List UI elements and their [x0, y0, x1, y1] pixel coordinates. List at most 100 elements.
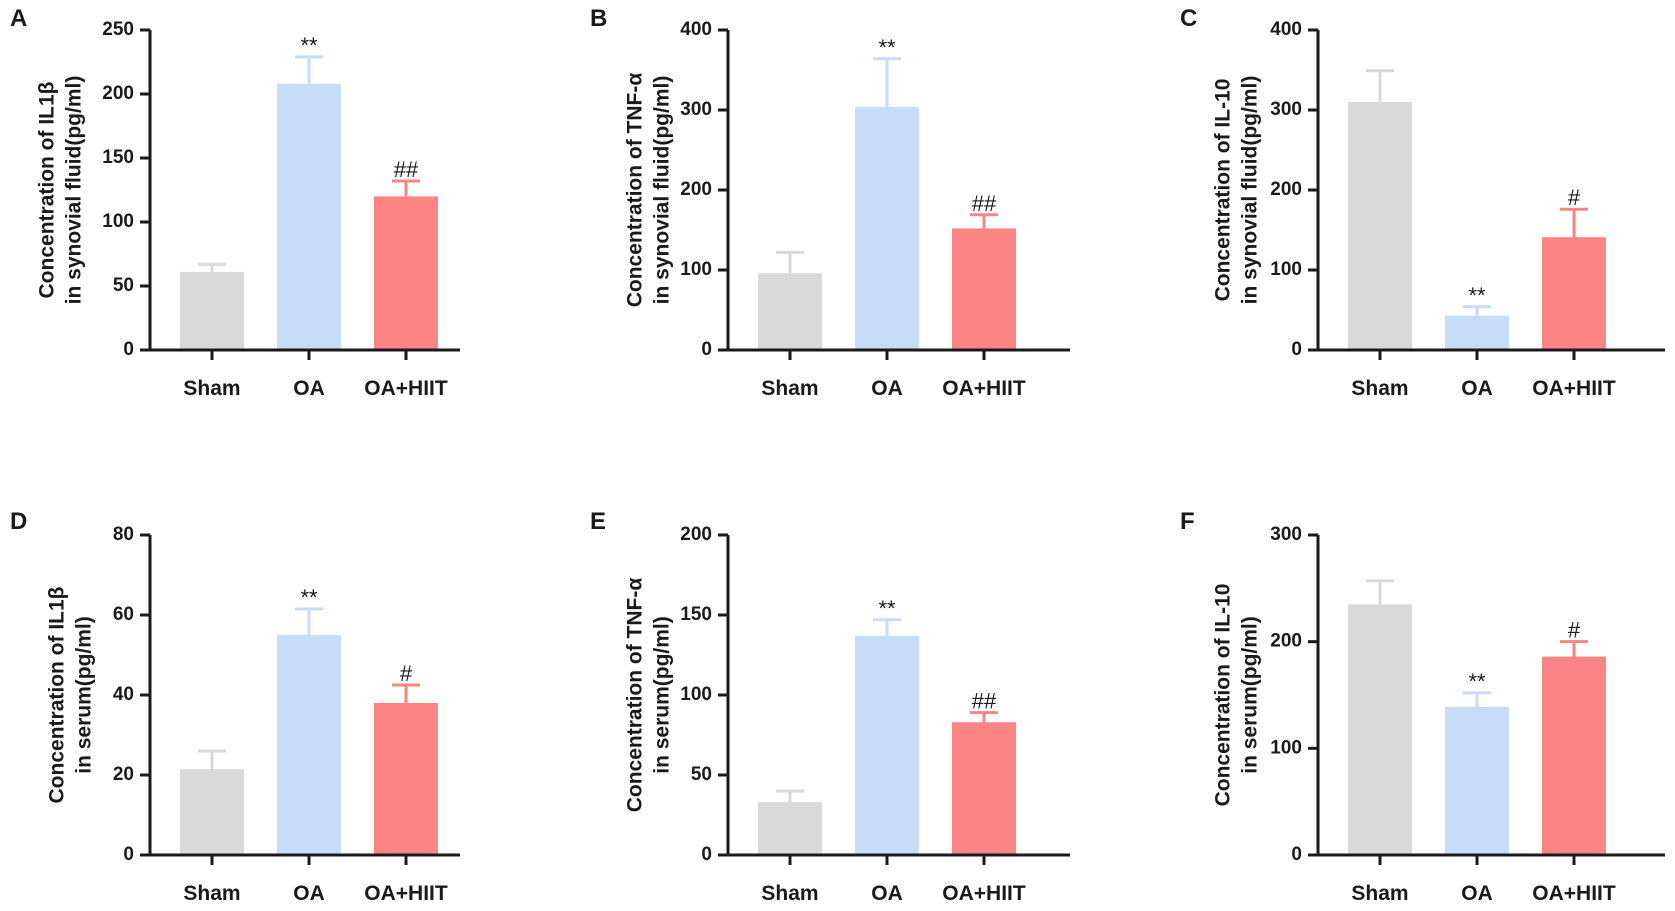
- bar-sham: [180, 769, 244, 855]
- bar-sham: [758, 802, 822, 855]
- y-axis-title-line: Concentration of TNF-α: [624, 578, 647, 813]
- x-tick-label: OA: [293, 882, 325, 905]
- y-axis-title-line: Concentration of TNF-α: [624, 73, 647, 308]
- y-tick-label: 200: [680, 524, 712, 545]
- x-tick-label: OA: [871, 882, 903, 905]
- bar-oa-hiit: [1542, 656, 1606, 855]
- bar-oa-hiit: [1542, 237, 1606, 350]
- panel-letter: A: [10, 5, 27, 32]
- significance-marker: ##: [972, 191, 997, 216]
- x-tick-label: Sham: [1351, 882, 1408, 905]
- bar-sham: [1348, 102, 1412, 350]
- y-tick-label: 250: [102, 19, 134, 40]
- y-tick-label: 200: [1270, 631, 1302, 652]
- y-axis-title-line: Concentration of IL-10: [1212, 584, 1235, 807]
- chart-panel-c: C Concentration of IL-10 in synovial fluid…: [1180, 5, 1665, 400]
- chart-panel-b: B Concentration of TNF-α in synovial fluid…: [590, 5, 1070, 400]
- chart-panel-e: E Concentration of TNF-α in serum(pg/ml) Sh…: [590, 508, 1070, 905]
- y-tick-label: 100: [680, 684, 712, 705]
- x-tick-label: OA+HIIT: [1532, 882, 1616, 905]
- bar-oa: [277, 83, 341, 350]
- bar-oa: [1445, 706, 1509, 855]
- y-axis-title-line: in synovial fluid(pg/ml): [63, 76, 86, 305]
- y-axis-title-line: Concentration of IL1β: [46, 586, 69, 803]
- y-tick-label: 60: [113, 604, 134, 625]
- bar-oa: [277, 635, 341, 855]
- chart-panel-a: A Concentration of IL1β in synovial fluid(…: [10, 5, 460, 400]
- bar-sham: [1348, 604, 1412, 855]
- panel-letter: B: [590, 5, 607, 32]
- significance-marker: **: [878, 35, 896, 60]
- y-tick-label: 150: [102, 147, 134, 168]
- y-tick-label: 150: [680, 604, 712, 625]
- y-tick-label: 100: [102, 211, 134, 232]
- x-tick-label: Sham: [761, 882, 818, 905]
- y-tick-label: 400: [680, 19, 712, 40]
- bar-oa-hiit: [374, 196, 438, 350]
- y-tick-label: 200: [1270, 179, 1302, 200]
- y-tick-label: 100: [1270, 259, 1302, 280]
- x-tick-label: Sham: [1351, 377, 1408, 400]
- chart-panel-d: D Concentration of IL1β in serum(pg/ml) Sha…: [10, 508, 460, 905]
- x-tick-label: OA: [1461, 377, 1493, 400]
- y-tick-label: 0: [701, 339, 712, 360]
- significance-marker: ##: [972, 689, 997, 714]
- y-axis-title-line: in synovial fluid(pg/ml): [1239, 76, 1262, 305]
- bar-oa: [855, 106, 919, 350]
- panel-letter: C: [1180, 5, 1197, 32]
- x-tick-label: OA+HIIT: [1532, 377, 1616, 400]
- x-tick-label: OA+HIIT: [942, 882, 1026, 905]
- y-tick-label: 50: [691, 764, 712, 785]
- y-tick-label: 200: [102, 83, 134, 104]
- significance-marker: **: [1468, 283, 1486, 308]
- x-tick-label: Sham: [183, 882, 240, 905]
- x-tick-label: OA: [293, 377, 325, 400]
- significance-marker: **: [300, 33, 318, 58]
- y-axis-title-line: Concentration of IL1β: [36, 81, 59, 298]
- significance-marker: **: [300, 585, 318, 610]
- bar-oa-hiit: [952, 228, 1016, 350]
- y-tick-label: 400: [1270, 19, 1302, 40]
- bar-oa-hiit: [374, 703, 438, 855]
- significance-marker: **: [878, 596, 896, 621]
- y-tick-label: 300: [1270, 99, 1302, 120]
- x-tick-label: OA+HIIT: [364, 377, 448, 400]
- bar-sham: [180, 271, 244, 350]
- y-axis-title-line: in serum(pg/ml): [1239, 616, 1262, 774]
- y-axis-title-line: Concentration of IL-10: [1212, 79, 1235, 302]
- y-tick-label: 0: [123, 844, 134, 865]
- bar-oa-hiit: [952, 722, 1016, 855]
- significance-marker: ##: [394, 157, 419, 182]
- y-axis-title-line: in serum(pg/ml): [73, 616, 96, 774]
- x-tick-label: OA: [871, 377, 903, 400]
- significance-marker: #: [1568, 618, 1581, 643]
- y-tick-label: 0: [123, 339, 134, 360]
- y-tick-label: 0: [1291, 339, 1302, 360]
- y-tick-label: 50: [113, 275, 134, 296]
- y-tick-label: 100: [1270, 737, 1302, 758]
- bar-sham: [758, 273, 822, 350]
- x-tick-label: Sham: [183, 377, 240, 400]
- bar-oa: [1445, 315, 1509, 350]
- chart-panel-f: F Concentration of IL-10 in serum(pg/ml) Sh…: [1180, 508, 1665, 905]
- significance-marker: **: [1468, 669, 1486, 694]
- y-tick-label: 80: [113, 524, 134, 545]
- y-tick-label: 20: [113, 764, 134, 785]
- x-tick-label: Sham: [761, 377, 818, 400]
- significance-marker: #: [1568, 185, 1581, 210]
- panel-letter: D: [10, 508, 27, 535]
- y-tick-label: 300: [680, 99, 712, 120]
- x-tick-label: OA: [1461, 882, 1493, 905]
- y-tick-label: 0: [701, 844, 712, 865]
- x-tick-label: OA+HIIT: [364, 882, 448, 905]
- y-tick-label: 40: [113, 684, 134, 705]
- y-axis-title-line: in synovial fluid(pg/ml): [651, 76, 674, 305]
- y-axis-title-line: in serum(pg/ml): [651, 616, 674, 774]
- y-tick-label: 300: [1270, 524, 1302, 545]
- y-tick-label: 0: [1291, 844, 1302, 865]
- panel-letter: F: [1180, 508, 1195, 535]
- bar-oa: [855, 635, 919, 855]
- y-tick-label: 100: [680, 259, 712, 280]
- significance-marker: #: [400, 661, 413, 686]
